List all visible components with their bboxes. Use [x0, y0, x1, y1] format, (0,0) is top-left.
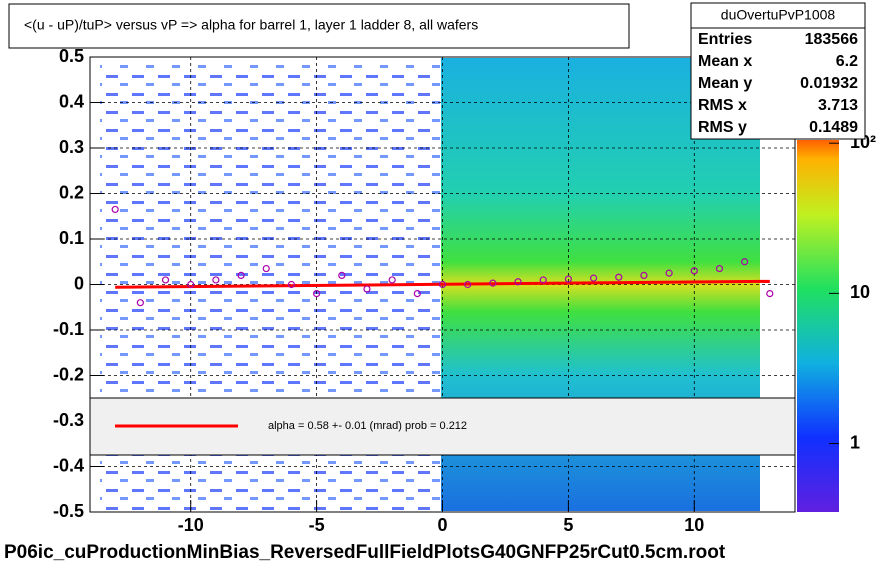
profile-point: [438, 280, 447, 289]
profile-point: [237, 271, 245, 279]
y-tick-label: -0.2: [53, 364, 84, 384]
profile-point: [262, 264, 270, 273]
profile-point: [464, 280, 472, 289]
stats-value: 6.2: [836, 53, 858, 70]
y-tick-label: 0.1: [59, 228, 84, 248]
y-tick-label: -0.5: [53, 501, 84, 521]
profile-point: [136, 299, 144, 307]
y-tick-label: 0.5: [59, 46, 84, 66]
stats-title: duOvertuPvP1008: [721, 7, 836, 23]
y-tick-label: 0.4: [59, 91, 84, 111]
stats-value: 183566: [805, 31, 858, 48]
stats-label: Entries: [698, 31, 752, 48]
profile-point: [665, 269, 673, 277]
stats-label: Mean x: [698, 53, 752, 70]
stats-box: [690, 2, 866, 140]
profile-point: [187, 280, 195, 289]
profile-point: [338, 271, 346, 279]
profile-point: [212, 276, 220, 284]
profile-point: [741, 258, 749, 266]
profile-point: [539, 276, 547, 284]
stats-label: Mean y: [698, 75, 752, 92]
profile-point: [690, 267, 698, 275]
footer: P06ic_cuProductionMinBias_ReversedFullFi…: [4, 542, 726, 563]
profile-point: [313, 290, 321, 298]
profile-point: [287, 280, 296, 289]
stats-label: RMS x: [698, 97, 747, 114]
x-tick-label: 0: [437, 515, 447, 535]
profile-point: [589, 274, 598, 282]
profile-point: [489, 279, 497, 287]
y-tick-label: 0: [74, 273, 84, 293]
profile-point: [363, 285, 371, 293]
profile-point: [715, 264, 724, 273]
profile-point: [615, 273, 623, 281]
stats-value: 3.713: [818, 97, 858, 114]
chart-title: <(u - uP)/tuP> versus vP => alpha for ba…: [24, 17, 478, 33]
legend-text: alpha = 0.58 +- 0.01 (mrad) prob = 0.212: [268, 420, 467, 432]
y-tick-label: -0.4: [53, 455, 84, 475]
profile-point: [766, 290, 774, 298]
stats-value: 0.01932: [800, 75, 858, 92]
z-tick-label: 10: [850, 282, 870, 302]
x-tick-label: 10: [684, 515, 704, 535]
profile-point: [413, 290, 421, 298]
stats-value: 0.1489: [809, 119, 858, 136]
profile-point: [514, 278, 522, 286]
fit-line: [115, 279, 770, 289]
profile-point: [161, 276, 170, 284]
x-tick-label: 5: [563, 515, 573, 535]
stats-label: RMS y: [698, 119, 747, 136]
profile-point: [640, 271, 648, 279]
z-tick-label: 1: [850, 432, 860, 452]
profile-point: [388, 276, 396, 284]
x-tick-label: -10: [178, 515, 204, 535]
color-palette: [797, 140, 839, 512]
y-tick-label: -0.1: [53, 319, 84, 339]
y-tick-label: -0.3: [53, 410, 84, 430]
y-tick-label: 0.3: [59, 137, 84, 157]
y-tick-label: 0.2: [59, 182, 84, 202]
profile-point: [111, 205, 119, 214]
profile-point: [564, 275, 572, 283]
title-box: [8, 3, 630, 49]
x-tick-label: -5: [309, 515, 325, 535]
